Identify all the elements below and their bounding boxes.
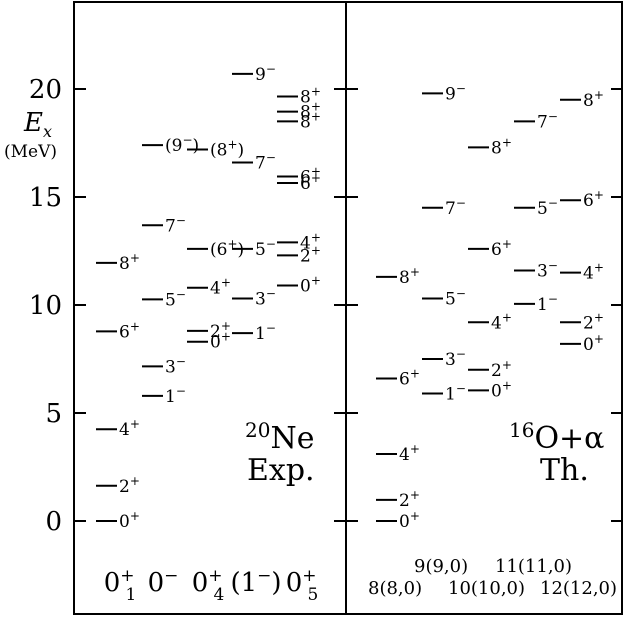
exp-level-label: 7− xyxy=(165,213,186,236)
th-level-label: 3− xyxy=(537,258,558,281)
exp-level-label: 2+ xyxy=(210,319,231,342)
y-axis-title: Ex xyxy=(24,108,53,142)
th-level-label: 0+ xyxy=(399,509,420,532)
exp-level-label: 5− xyxy=(165,287,186,310)
exp-level-label: 8+ xyxy=(119,251,140,274)
y-tick-label: 15 xyxy=(29,183,62,213)
th-level-label: 0+ xyxy=(583,332,604,355)
th-level-label: 9− xyxy=(445,81,466,104)
th-level-label: 5− xyxy=(537,196,558,219)
exp-level-label: 4+ xyxy=(300,230,321,253)
exp-level-label: 1− xyxy=(255,321,276,344)
th-level-label: 1− xyxy=(537,292,558,315)
exp-level-label: 7− xyxy=(255,150,276,173)
th-level-label: 8+ xyxy=(583,88,604,111)
exp-level-label: 6+ xyxy=(300,164,321,187)
exp-level-label: 4+ xyxy=(119,417,140,440)
exp-level-label: 3− xyxy=(165,354,186,377)
exp-band-label: 0− xyxy=(148,566,179,598)
exp-level-label: 3− xyxy=(255,287,276,310)
th-level-label: 2+ xyxy=(583,310,604,333)
th-level-label: 8+ xyxy=(399,265,420,288)
y-tick-label: 0 xyxy=(45,507,62,537)
exp-level-label: 6+ xyxy=(300,171,321,194)
exp-level-label: 2+ xyxy=(119,474,140,497)
th-level-label: 7− xyxy=(537,109,558,132)
exp-band-label: 0+ 1 xyxy=(104,566,137,605)
exp-level-label: 6+ xyxy=(119,319,140,342)
th-label: Th. xyxy=(540,453,589,488)
y-axis-unit: (MeV) xyxy=(4,142,58,162)
exp-label: Exp. xyxy=(247,453,315,488)
exp-level-label: 0+ xyxy=(119,509,140,532)
th-level-label: 2+ xyxy=(491,358,512,381)
exp-level-label: (8+) xyxy=(210,137,244,160)
band-label-8: 8(8,0) xyxy=(368,578,423,599)
plot-frame xyxy=(73,1,623,615)
th-level-label: 6+ xyxy=(399,366,420,389)
exp-level-label: 8+ xyxy=(300,100,321,123)
band-label-11: 11(11,0) xyxy=(495,556,573,577)
th-level-label: 8+ xyxy=(491,135,512,158)
exp-level-label: 5− xyxy=(255,237,276,260)
exp-level-label: 1− xyxy=(165,384,186,407)
y-tick-label: 20 xyxy=(29,75,62,105)
th-level-label: 3− xyxy=(445,347,466,370)
y-tick-label: 10 xyxy=(29,291,62,321)
exp-level-label: (9−) xyxy=(165,133,199,156)
band-label-10: 10(10,0) xyxy=(448,578,526,599)
th-level-label: 5− xyxy=(445,287,466,310)
exp-level-label: 0+ xyxy=(210,330,231,353)
exp-level-label: 0+ xyxy=(300,274,321,297)
th-level-label: 6+ xyxy=(491,237,512,260)
th-level-label: 1− xyxy=(445,382,466,405)
th-level-label: 4+ xyxy=(399,442,420,465)
band-label-9: 9(9,0) xyxy=(414,556,469,577)
exp-level-label: 4+ xyxy=(210,276,231,299)
y-tick-label: 5 xyxy=(45,399,62,429)
th-level-label: 7− xyxy=(445,196,466,219)
exp-level-label: 8+ xyxy=(300,109,321,132)
th-level-label: 0+ xyxy=(491,378,512,401)
th-level-label: 4+ xyxy=(491,310,512,333)
exp-band-label: 0+ 5 xyxy=(286,566,319,605)
o16-alpha-label: 16O+α xyxy=(509,418,605,456)
th-level-label: 4+ xyxy=(583,261,604,284)
th-level-label: 6+ xyxy=(583,188,604,211)
exp-band-label: (1−) xyxy=(230,566,281,598)
band-label-12: 12(12,0) xyxy=(540,578,618,599)
exp-level-label: 2+ xyxy=(300,243,321,266)
exp-level-label: 9− xyxy=(255,62,276,85)
exp-level-label: 8+ xyxy=(300,85,321,108)
ne20-label: 20Ne xyxy=(245,418,315,456)
exp-band-label: 0+ 4 xyxy=(192,566,225,605)
th-level-label: 2+ xyxy=(399,488,420,511)
